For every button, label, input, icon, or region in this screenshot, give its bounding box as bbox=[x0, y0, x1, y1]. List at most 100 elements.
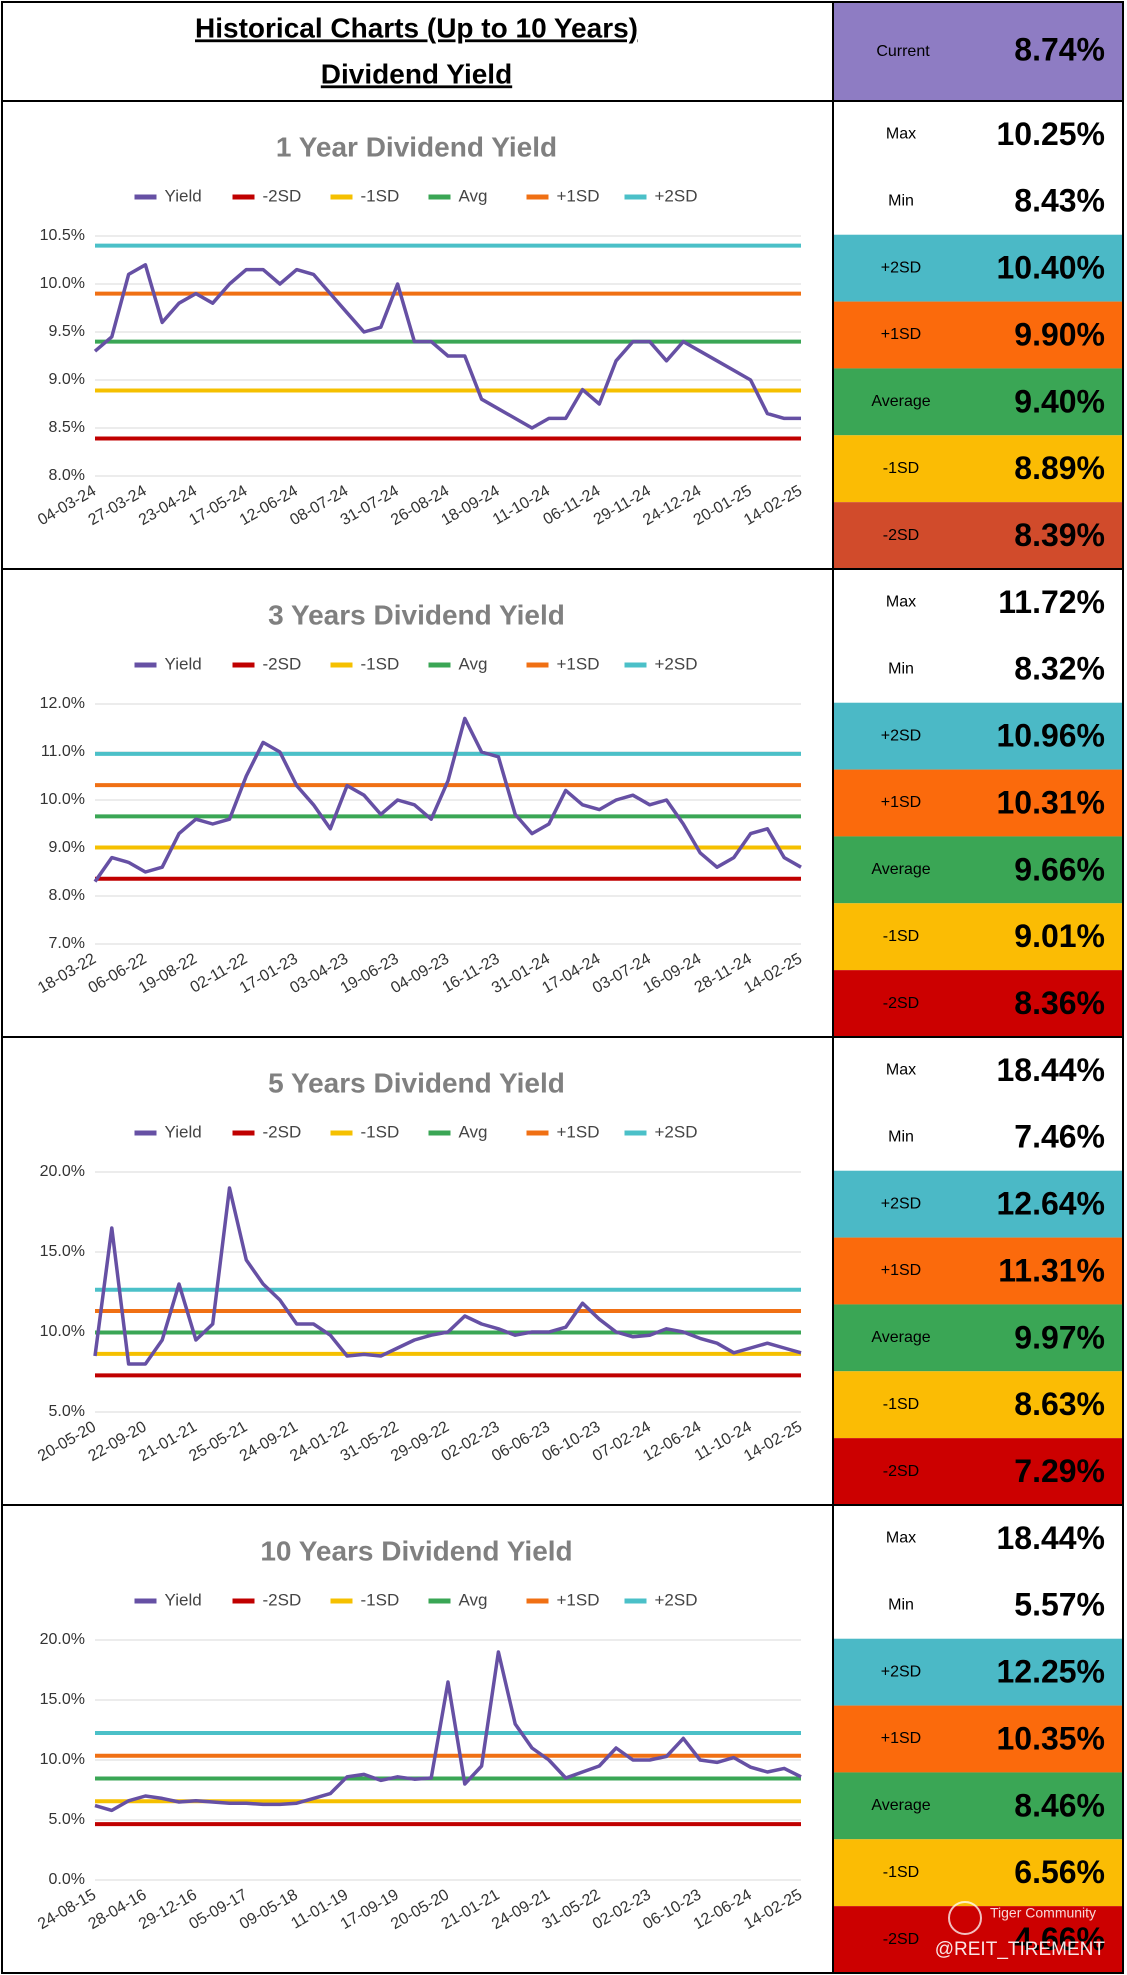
header-title: Historical Charts (Up to 10 Years) bbox=[195, 12, 638, 43]
y-tick-label: 20.0% bbox=[40, 1631, 85, 1648]
stat-row-bg bbox=[833, 1638, 1123, 1706]
stat-value: 10.35% bbox=[996, 1720, 1105, 1756]
stat-row-bg bbox=[833, 1571, 1123, 1639]
x-tick-label: 11-10-24 bbox=[490, 482, 553, 528]
stat-label: -1SD bbox=[883, 1864, 919, 1881]
stat-value: 18.44% bbox=[996, 1052, 1105, 1088]
stat-row-bg bbox=[833, 903, 1123, 971]
stat-label: Min bbox=[888, 193, 914, 210]
stat-row-bg bbox=[833, 1839, 1123, 1907]
legend-label: Yield bbox=[165, 1590, 202, 1609]
x-tick-label: 12-06-24 bbox=[640, 1418, 704, 1465]
stat-label: +1SD bbox=[881, 1730, 921, 1747]
chart-title: 3 Years Dividend Yield bbox=[268, 599, 565, 630]
stat-value: 4.66% bbox=[1014, 1921, 1105, 1957]
stat-row-bg bbox=[833, 101, 1123, 168]
legend-label: +1SD bbox=[557, 1122, 600, 1141]
stat-label: +1SD bbox=[881, 326, 921, 343]
stat-value: 12.25% bbox=[996, 1654, 1105, 1690]
y-tick-label: 15.0% bbox=[40, 1243, 85, 1260]
x-tick-label: 14-02-25 bbox=[741, 482, 805, 529]
x-tick-label: 14-02-25 bbox=[741, 1886, 805, 1933]
y-tick-label: 10.5% bbox=[40, 227, 85, 244]
stat-value: 8.43% bbox=[1014, 183, 1105, 219]
legend-label: Avg bbox=[459, 1122, 488, 1141]
legend-label: Yield bbox=[165, 654, 202, 673]
legend-label: +1SD bbox=[557, 654, 600, 673]
legend-label: -2SD bbox=[263, 654, 302, 673]
y-tick-label: 0.0% bbox=[49, 1871, 85, 1888]
yield-line bbox=[93, 716, 802, 883]
legend-label: Avg bbox=[459, 654, 488, 673]
x-tick-label: 16-09-24 bbox=[640, 950, 704, 997]
legend-label: -1SD bbox=[361, 1590, 400, 1609]
stat-label: Average bbox=[871, 861, 930, 878]
y-tick-label: 5.0% bbox=[49, 1811, 85, 1828]
stat-value: 8.89% bbox=[1014, 450, 1105, 486]
stat-label: -1SD bbox=[883, 928, 919, 945]
legend-label: -1SD bbox=[361, 654, 400, 673]
stat-row-bg bbox=[833, 970, 1123, 1037]
stat-value: 10.96% bbox=[996, 718, 1105, 754]
watermark-logo bbox=[948, 1901, 982, 1935]
stat-value: 8.46% bbox=[1014, 1787, 1105, 1823]
stat-value: 5.57% bbox=[1014, 1587, 1105, 1623]
stat-value: 10.25% bbox=[996, 116, 1105, 152]
stat-value: 9.40% bbox=[1014, 383, 1105, 419]
stat-row-bg bbox=[833, 1037, 1123, 1104]
y-tick-label: 10.0% bbox=[40, 1323, 85, 1340]
current-value: 8.74% bbox=[1014, 31, 1105, 67]
stat-row-bg bbox=[833, 1371, 1123, 1439]
y-tick-label: 10.0% bbox=[40, 1751, 85, 1768]
stat-label: -2SD bbox=[883, 1931, 919, 1948]
y-tick-label: 8.0% bbox=[49, 467, 85, 484]
legend-label: +2SD bbox=[655, 654, 698, 673]
legend-label: Yield bbox=[165, 186, 202, 205]
legend-label: +2SD bbox=[655, 1122, 698, 1141]
legend-label: Avg bbox=[459, 1590, 488, 1609]
stat-row-bg bbox=[833, 167, 1123, 235]
yield-line bbox=[93, 263, 801, 430]
stat-row-bg bbox=[833, 368, 1123, 436]
y-tick-label: 15.0% bbox=[40, 1691, 85, 1708]
stat-row-bg bbox=[833, 1304, 1123, 1372]
stat-label: +1SD bbox=[881, 794, 921, 811]
legend-label: Avg bbox=[459, 186, 488, 205]
stat-label: +1SD bbox=[881, 1262, 921, 1279]
stat-label: Average bbox=[871, 1797, 930, 1814]
stat-label: +2SD bbox=[881, 259, 921, 276]
stat-label: -2SD bbox=[883, 995, 919, 1012]
stat-label: Max bbox=[886, 1062, 916, 1079]
stat-label: -2SD bbox=[883, 527, 919, 544]
stat-value: 11.31% bbox=[998, 1252, 1105, 1288]
y-tick-label: 11.0% bbox=[41, 743, 85, 760]
stat-row-bg bbox=[833, 1705, 1123, 1773]
y-tick-label: 20.0% bbox=[40, 1163, 85, 1180]
stat-value: 8.36% bbox=[1014, 985, 1105, 1021]
y-tick-label: 9.0% bbox=[49, 371, 85, 388]
x-tick-label: 14-02-25 bbox=[741, 950, 805, 997]
stat-value: 8.32% bbox=[1014, 651, 1105, 687]
stat-label: Max bbox=[886, 1530, 916, 1547]
stat-label: -1SD bbox=[883, 460, 919, 477]
x-tick-label: 06-11-24 bbox=[540, 482, 603, 528]
stat-value: 9.90% bbox=[1014, 316, 1105, 352]
stat-row-bg bbox=[833, 435, 1123, 503]
header-subtitle: Dividend Yield bbox=[321, 58, 512, 89]
stat-value: 9.97% bbox=[1014, 1319, 1105, 1355]
legend-label: -2SD bbox=[263, 186, 302, 205]
stat-label: +2SD bbox=[881, 1663, 921, 1680]
stat-row-bg bbox=[833, 234, 1123, 302]
stat-row-bg bbox=[833, 1772, 1123, 1840]
header-current-bg bbox=[833, 2, 1123, 101]
x-tick-label: 19-08-22 bbox=[136, 950, 200, 997]
yield-line bbox=[93, 1186, 802, 1366]
stat-label: Max bbox=[886, 594, 916, 611]
stat-row-bg bbox=[833, 635, 1123, 703]
stat-value: 11.72% bbox=[998, 584, 1105, 620]
legend-label: +2SD bbox=[655, 186, 698, 205]
stat-label: Min bbox=[888, 661, 914, 678]
